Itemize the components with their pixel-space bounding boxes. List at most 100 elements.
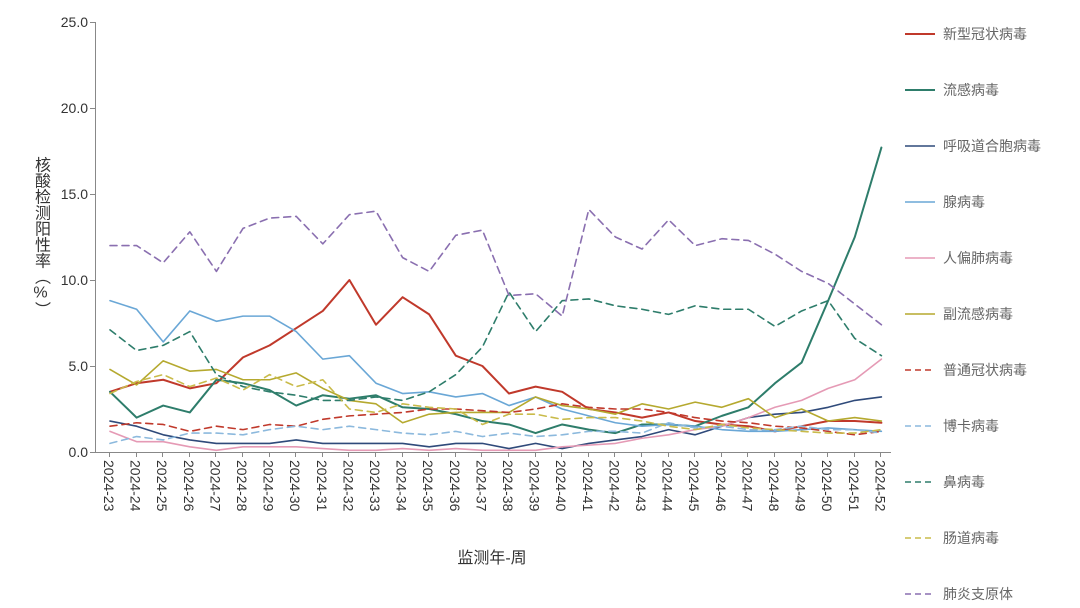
legend-item: 肺炎支原体	[905, 584, 1041, 604]
x-tick-label: 2024-23	[101, 460, 117, 511]
y-tick-label: 20.0	[61, 100, 88, 116]
x-tick-mark	[774, 452, 775, 457]
x-tick-mark	[189, 452, 190, 457]
x-tick-label: 2024-44	[660, 460, 676, 511]
legend-label: 新型冠状病毒	[943, 24, 1027, 44]
legend-label: 副流感病毒	[943, 304, 1013, 324]
series-line	[110, 209, 881, 324]
x-tick-mark	[295, 452, 296, 457]
legend-swatch	[905, 254, 935, 262]
x-tick-mark	[402, 452, 403, 457]
x-tick-label: 2024-27	[207, 460, 223, 511]
x-tick-mark	[375, 452, 376, 457]
x-tick-mark	[588, 452, 589, 457]
x-tick-mark	[827, 452, 828, 457]
x-tick-mark	[508, 452, 509, 457]
series-line	[110, 292, 881, 400]
legend-item: 普通冠状病毒	[905, 360, 1041, 380]
x-tick-label: 2024-33	[367, 460, 383, 511]
x-tick-label: 2024-25	[154, 460, 170, 511]
x-tick-mark	[694, 452, 695, 457]
x-tick-mark	[641, 452, 642, 457]
x-tick-label: 2024-35	[420, 460, 436, 511]
legend-label: 普通冠状病毒	[943, 360, 1027, 380]
x-tick-mark	[801, 452, 802, 457]
legend-label: 呼吸道合胞病毒	[943, 136, 1041, 156]
x-tick-mark	[242, 452, 243, 457]
x-tick-mark	[348, 452, 349, 457]
x-tick-label: 2024-24	[128, 460, 144, 511]
x-tick-label: 2024-49	[793, 460, 809, 511]
chart-container: 核酸检测阳性率（%） 0.05.010.015.020.025.0 2024-2…	[0, 0, 1080, 608]
legend-swatch	[905, 310, 935, 318]
x-tick-mark	[747, 452, 748, 457]
legend-item: 副流感病毒	[905, 304, 1041, 324]
legend-label: 腺病毒	[943, 192, 985, 212]
x-tick-label: 2024-50	[819, 460, 835, 511]
legend-item: 流感病毒	[905, 80, 1041, 100]
x-tick-mark	[428, 452, 429, 457]
x-tick-mark	[215, 452, 216, 457]
x-tick-label: 2024-36	[447, 460, 463, 511]
x-tick-label: 2024-52	[872, 460, 888, 511]
legend-swatch	[905, 590, 935, 598]
x-tick-mark	[854, 452, 855, 457]
x-tick-label: 2024-48	[766, 460, 782, 511]
legend-swatch	[905, 142, 935, 150]
x-tick-label: 2024-41	[580, 460, 596, 511]
legend-swatch	[905, 30, 935, 38]
x-tick-mark	[481, 452, 482, 457]
x-tick-label: 2024-42	[606, 460, 622, 511]
y-tick-label: 5.0	[69, 358, 88, 374]
legend-item: 肠道病毒	[905, 528, 1041, 548]
legend-item: 新型冠状病毒	[905, 24, 1041, 44]
legend-item: 博卡病毒	[905, 416, 1041, 436]
x-tick-mark	[455, 452, 456, 457]
x-tick-label: 2024-30	[287, 460, 303, 511]
x-tick-label: 2024-43	[633, 460, 649, 511]
x-tick-label: 2024-51	[846, 460, 862, 511]
legend-label: 人偏肺病毒	[943, 248, 1013, 268]
legend-item: 鼻病毒	[905, 472, 1041, 492]
legend-swatch	[905, 86, 935, 94]
x-tick-label: 2024-32	[340, 460, 356, 511]
legend-item: 腺病毒	[905, 192, 1041, 212]
x-tick-label: 2024-29	[261, 460, 277, 511]
legend-label: 肠道病毒	[943, 528, 999, 548]
x-tick-label: 2024-38	[500, 460, 516, 511]
legend-swatch	[905, 478, 935, 486]
x-tick-mark	[162, 452, 163, 457]
x-tick-label: 2024-28	[234, 460, 250, 511]
legend-swatch	[905, 366, 935, 374]
y-tick-label: 15.0	[61, 186, 88, 202]
plot-area	[95, 22, 891, 453]
legend-label: 博卡病毒	[943, 416, 999, 436]
legend-item: 呼吸道合胞病毒	[905, 136, 1041, 156]
x-axis-label: 监测年-周	[457, 544, 526, 568]
x-tick-label: 2024-34	[394, 460, 410, 511]
x-tick-mark	[721, 452, 722, 457]
x-tick-mark	[535, 452, 536, 457]
x-tick-mark	[668, 452, 669, 457]
x-tick-label: 2024-31	[314, 460, 330, 511]
x-tick-label: 2024-39	[527, 460, 543, 511]
x-tick-mark	[136, 452, 137, 457]
series-line	[110, 148, 881, 434]
series-line	[110, 280, 881, 431]
y-tick-label: 10.0	[61, 272, 88, 288]
x-tick-label: 2024-40	[553, 460, 569, 511]
x-tick-label: 2024-37	[473, 460, 489, 511]
legend: 新型冠状病毒流感病毒呼吸道合胞病毒腺病毒人偏肺病毒副流感病毒普通冠状病毒博卡病毒…	[905, 24, 1041, 604]
x-tick-mark	[561, 452, 562, 457]
x-tick-label: 2024-47	[739, 460, 755, 511]
legend-swatch	[905, 422, 935, 430]
x-tick-mark	[269, 452, 270, 457]
x-tick-label: 2024-45	[686, 460, 702, 511]
x-tick-mark	[109, 452, 110, 457]
x-tick-label: 2024-46	[713, 460, 729, 511]
x-tick-label: 2024-26	[181, 460, 197, 511]
legend-swatch	[905, 534, 935, 542]
series-line	[110, 423, 881, 444]
series-lines	[96, 22, 891, 452]
x-tick-mark	[322, 452, 323, 457]
